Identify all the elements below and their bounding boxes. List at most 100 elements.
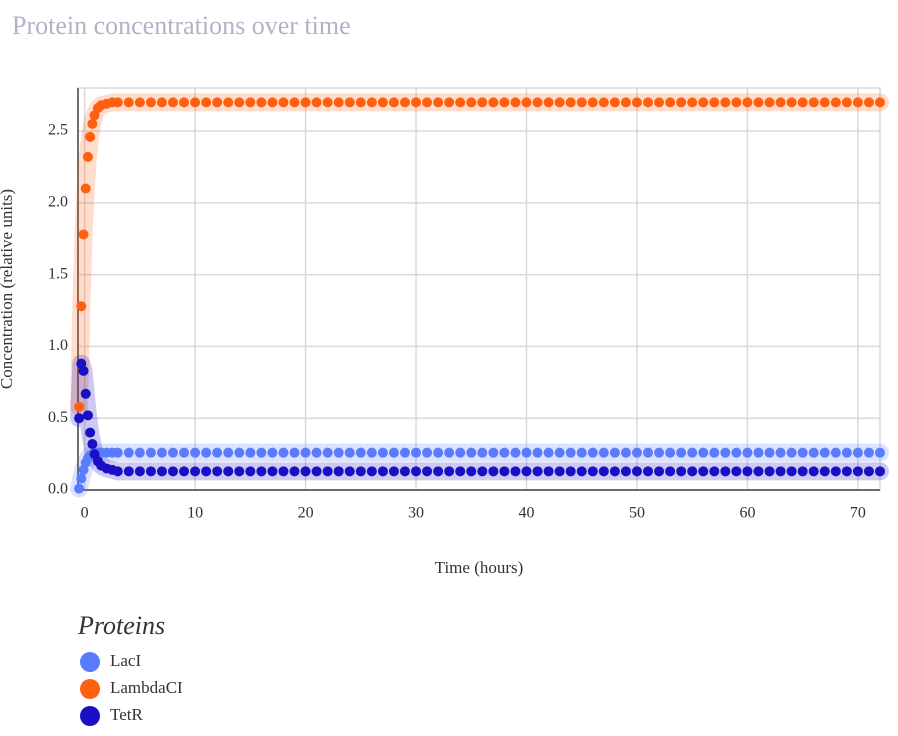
data-point: [179, 466, 190, 477]
data-point: [631, 447, 642, 458]
data-point: [786, 97, 797, 108]
data-point: [819, 447, 830, 458]
data-point: [510, 97, 521, 108]
data-point: [521, 447, 532, 458]
data-point: [576, 447, 587, 458]
data-point: [366, 447, 377, 458]
data-point: [289, 466, 300, 477]
data-point: [300, 447, 311, 458]
data-point: [256, 447, 267, 458]
data-point: [267, 447, 278, 458]
data-point: [311, 466, 322, 477]
data-point: [87, 118, 98, 129]
data-point: [399, 466, 410, 477]
data-point: [488, 97, 499, 108]
data-point: [731, 447, 742, 458]
y-tick-label: 2.5: [48, 122, 68, 139]
x-tick-label: 50: [629, 505, 645, 522]
data-point: [388, 97, 399, 108]
data-point: [499, 447, 510, 458]
data-point: [587, 466, 598, 477]
data-point: [433, 97, 444, 108]
uncertainty-band: [70, 354, 889, 481]
data-point: [123, 447, 134, 458]
data-point: [80, 388, 91, 399]
data-point: [300, 97, 311, 108]
data-point: [78, 365, 89, 376]
data-point: [620, 97, 631, 108]
data-point: [190, 447, 201, 458]
data-point: [455, 447, 466, 458]
data-point: [786, 447, 797, 458]
y-tick-label: 0.5: [48, 409, 68, 426]
data-point: [134, 447, 145, 458]
data-point: [543, 97, 554, 108]
data-point: [411, 466, 422, 477]
data-point: [168, 97, 179, 108]
data-point: [598, 466, 609, 477]
data-point: [466, 97, 477, 108]
data-point: [521, 97, 532, 108]
data-point: [731, 97, 742, 108]
data-point: [830, 466, 841, 477]
data-point: [775, 97, 786, 108]
data-point: [676, 97, 687, 108]
data-point: [156, 97, 167, 108]
data-point: [223, 466, 234, 477]
data-point: [532, 97, 543, 108]
data-point: [278, 466, 289, 477]
data-point: [322, 97, 333, 108]
data-point: [278, 447, 289, 458]
data-point: [598, 447, 609, 458]
data-point: [455, 466, 466, 477]
data-point: [355, 447, 366, 458]
data-point: [576, 97, 587, 108]
data-point: [764, 466, 775, 477]
data-point: [875, 466, 885, 477]
data-point: [289, 97, 300, 108]
data-point: [355, 97, 366, 108]
data-point: [179, 447, 190, 458]
data-point: [377, 97, 388, 108]
legend-marker: [80, 706, 100, 726]
data-point: [422, 447, 433, 458]
data-point: [322, 447, 333, 458]
data-point: [643, 466, 654, 477]
data-point: [797, 466, 808, 477]
chart-title: Protein concentrations over time: [12, 11, 351, 40]
data-point: [223, 447, 234, 458]
data-point: [190, 466, 201, 477]
legend-marker: [80, 652, 100, 672]
data-point: [112, 447, 123, 458]
data-point: [654, 97, 665, 108]
data-point: [267, 97, 278, 108]
data-point: [576, 466, 587, 477]
data-point: [145, 466, 156, 477]
data-point: [377, 466, 388, 477]
legend-title: Proteins: [77, 611, 165, 640]
data-point: [775, 447, 786, 458]
data-point: [797, 97, 808, 108]
data-point: [87, 439, 98, 450]
data-point: [344, 97, 355, 108]
data-point: [554, 466, 565, 477]
data-point: [643, 97, 654, 108]
data-point: [742, 97, 753, 108]
data-point: [388, 447, 399, 458]
data-point: [156, 447, 167, 458]
data-point: [134, 466, 145, 477]
data-point: [499, 466, 510, 477]
data-point: [256, 466, 267, 477]
data-point: [532, 447, 543, 458]
data-point: [444, 466, 455, 477]
data-point: [841, 447, 852, 458]
data-point: [852, 466, 863, 477]
data-point: [764, 97, 775, 108]
data-point: [510, 466, 521, 477]
data-point: [422, 466, 433, 477]
data-point: [830, 447, 841, 458]
data-point: [366, 466, 377, 477]
y-tick-label: 2.0: [48, 194, 68, 211]
